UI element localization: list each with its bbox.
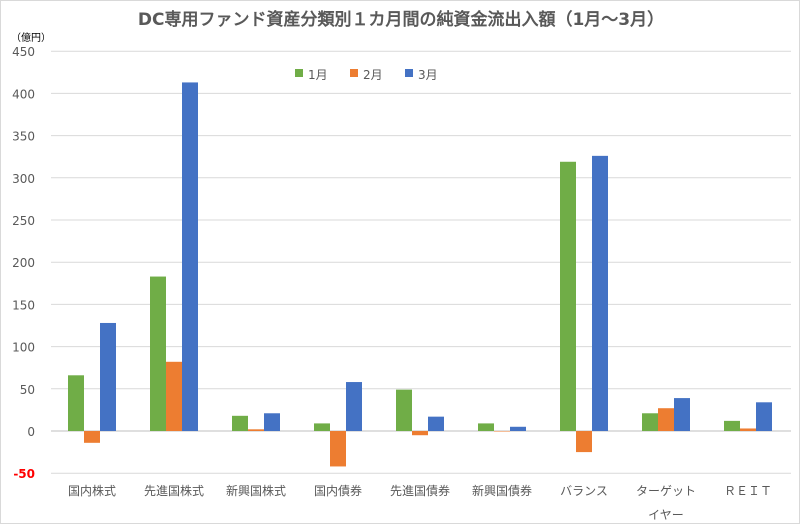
bar-3月 [756,402,772,431]
bar-3月 [592,155,608,431]
x-tick-label: 国内株式 [68,483,116,498]
bar-3月 [510,426,526,431]
legend-label: 1月 [308,68,328,82]
legend-label: 2月 [363,68,383,82]
bar-1月 [478,423,494,431]
bar-2月 [658,408,674,431]
x-tick-label: イヤー [648,508,684,522]
y-tick-label: 300 [12,172,35,186]
x-tick-label: 国内債券 [314,483,362,498]
bar-2月 [576,431,592,453]
y-axis-unit-label: （億円） [11,31,51,44]
x-tick-label: 新興国債券 [472,483,532,498]
bar-2月 [740,428,756,431]
y-tick-label: 200 [12,256,35,270]
y-tick-label: 400 [12,87,35,101]
x-tick-label: バランス [560,484,608,498]
legend-swatch [295,69,303,77]
bar-1月 [314,423,330,431]
bar-2月 [330,431,346,467]
bar-2月 [84,431,100,443]
bar-2月 [412,431,428,436]
y-tick-label: 150 [12,298,35,312]
bar-3月 [674,398,690,431]
bar-1月 [642,413,658,431]
legend-swatch [350,69,358,77]
y-tick-label: 350 [12,130,35,144]
y-tick-label: 250 [12,214,35,228]
bar-1月 [232,415,248,431]
legend-swatch [405,69,413,77]
y-tick-label: 0 [27,425,35,439]
y-tick-label: 450 [12,45,35,59]
bar-1月 [68,375,84,431]
bar-1月 [150,276,166,431]
bar-3月 [264,413,280,431]
chart-title: DC専用ファンド資産分類別１カ月間の純資金流出入額（1月〜3月） [138,9,664,30]
bar-2月 [166,361,182,431]
bar-1月 [396,389,412,431]
x-tick-label: 新興国株式 [226,483,286,498]
y-tick-label: 100 [12,341,35,355]
x-tick-label: ＲＥＩＴ [724,484,772,498]
bar-1月 [560,161,576,431]
legend-label: 3月 [418,68,438,82]
bar-2月 [494,431,510,432]
y-tick-label: -50 [13,467,35,481]
bar-3月 [428,416,444,431]
x-tick-label: 先進国債券 [390,483,450,498]
y-tick-label: 50 [20,383,35,397]
bar-3月 [182,82,198,431]
bar-3月 [100,322,116,431]
bar-2月 [248,429,264,431]
bar-1月 [724,420,740,431]
x-tick-label: 先進国株式 [144,483,204,498]
bar-3月 [346,382,362,431]
x-tick-label: ターゲット [636,484,696,498]
